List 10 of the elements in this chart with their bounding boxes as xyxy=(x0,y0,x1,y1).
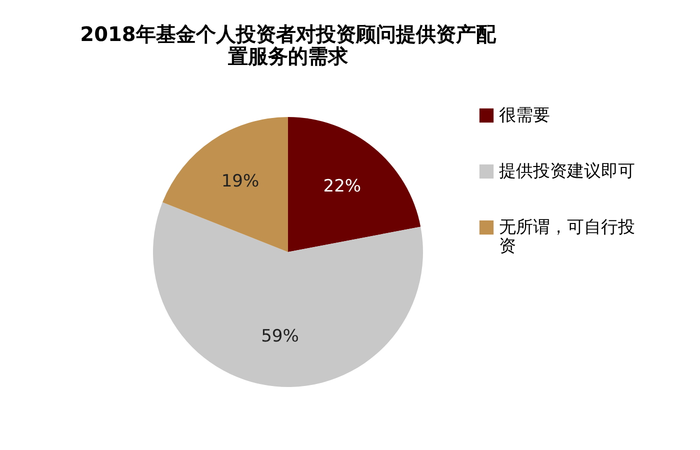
data-label: 19% xyxy=(221,172,260,192)
pie-slice xyxy=(288,117,421,252)
pie-slice xyxy=(153,202,423,387)
legend-label: 提供投资建议即可 xyxy=(499,162,635,182)
pie-slice xyxy=(162,117,288,252)
legend-label: 很需要 xyxy=(499,106,550,126)
data-label: 22% xyxy=(323,176,362,197)
chart-title: 2018年基金个人投资者对投资顾问提供资产配置服务的需求 xyxy=(80,22,497,68)
data-label: 59% xyxy=(261,326,299,347)
legend-label: 无所谓，可自行投资 xyxy=(499,218,635,256)
